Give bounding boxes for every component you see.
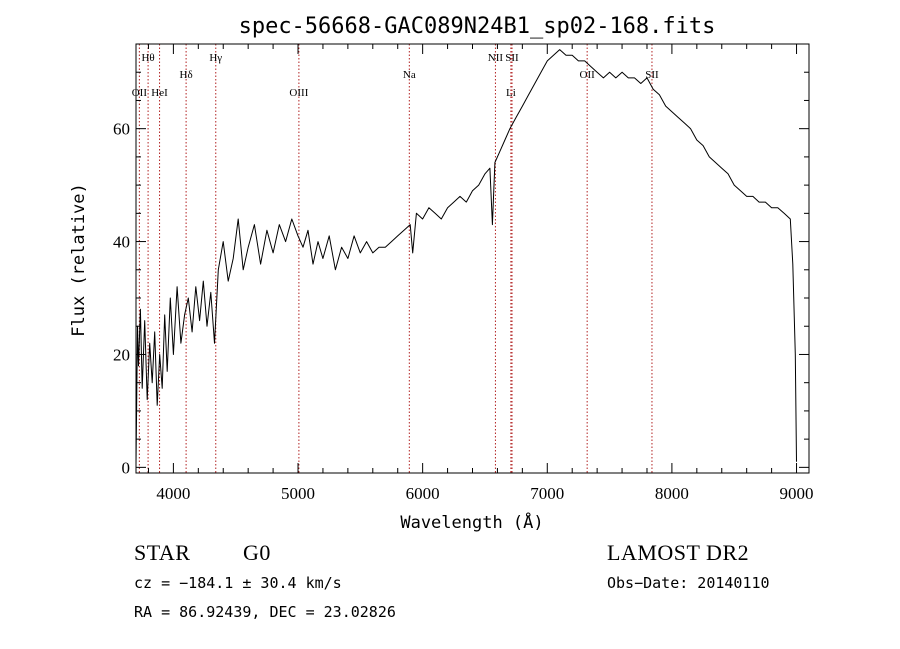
- marker-label-4: Hγ: [209, 52, 222, 64]
- y-tick-label: 20: [113, 345, 130, 364]
- y-tick-label: 0: [122, 458, 131, 477]
- marker-label-8: SII: [505, 52, 519, 64]
- sky-coordinates: RA = 86.92439, DEC = 23.02826: [134, 603, 396, 621]
- marker-label-6: Na: [403, 69, 416, 81]
- marker-label-2: HeI: [151, 87, 168, 99]
- y-tick-label: 60: [113, 120, 130, 139]
- marker-label-1: OII: [132, 87, 148, 99]
- x-axis-label: Wavelength (Å): [400, 511, 543, 533]
- marker-label-5: OIII: [289, 87, 308, 99]
- marker-label-9: Li: [506, 87, 516, 99]
- marker-label-0: Hθ: [141, 52, 154, 64]
- x-tick-label: 9000: [780, 484, 814, 503]
- y-axis-label: Flux (relative): [69, 183, 89, 337]
- x-axis-ticks: 4000 5000 6000 7000 8000 9000: [147, 44, 814, 503]
- redshift-velocity: cz = −184.1 ± 30.4 km/s: [134, 574, 342, 592]
- marker-label-10: OII: [580, 69, 596, 81]
- y-tick-label: 40: [113, 233, 130, 252]
- x-tick-label: 8000: [655, 484, 689, 503]
- observation-date: Obs−Date: 20140110: [607, 574, 770, 592]
- spectrum-line-0: [135, 49, 797, 465]
- x-tick-label: 7000: [530, 484, 564, 503]
- y-axis-ticks: 0 20 40 60: [113, 43, 809, 477]
- plot-frame: [135, 43, 810, 474]
- survey-name: LAMOST DR2: [607, 540, 750, 565]
- marker-label-3: Hδ: [180, 69, 193, 81]
- object-class: STAR: [134, 540, 191, 565]
- spectrum-series: [135, 49, 797, 465]
- x-tick-label: 4000: [156, 484, 190, 503]
- marker-label-7: NII: [488, 52, 504, 64]
- x-tick-label: 6000: [406, 484, 440, 503]
- x-tick-label: 5000: [281, 484, 315, 503]
- marker-label-11: SII: [645, 69, 659, 81]
- chart-title: spec-56668-GAC089N24B1_sp02-168.fits: [239, 14, 716, 39]
- spectral-subclass: G0: [243, 540, 271, 565]
